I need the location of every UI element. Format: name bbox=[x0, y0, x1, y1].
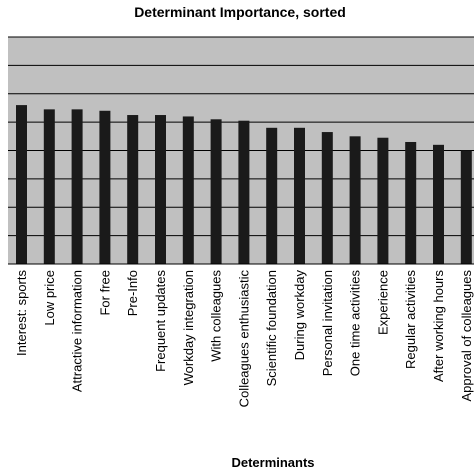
x-tick-label: Low price bbox=[42, 270, 57, 326]
bar bbox=[238, 120, 250, 264]
x-tick-label: Interest: sports bbox=[14, 270, 29, 356]
x-tick-label: Colleagues enthusiastic bbox=[236, 270, 251, 408]
bar bbox=[210, 119, 222, 264]
x-axis-label: Determinants bbox=[231, 455, 314, 470]
x-tick-label: One time activities bbox=[348, 270, 363, 377]
x-tick-label: Scientific foundation bbox=[264, 270, 279, 386]
x-tick-label: Pre-Info bbox=[125, 270, 140, 316]
x-tick-label: Workday integration bbox=[181, 270, 196, 385]
bar bbox=[266, 127, 278, 264]
bar bbox=[294, 127, 305, 264]
x-tick-label: For free bbox=[97, 270, 112, 316]
bar bbox=[349, 136, 361, 264]
x-tick-label: Personal invitation bbox=[320, 270, 335, 376]
x-tick-label: Experience bbox=[375, 270, 390, 335]
bar bbox=[433, 144, 444, 264]
bars bbox=[16, 105, 472, 265]
bar bbox=[99, 110, 111, 265]
bar bbox=[377, 137, 389, 264]
bar bbox=[460, 150, 472, 264]
x-tick-label: With colleagues bbox=[209, 270, 224, 362]
x-tick-label: Frequent updates bbox=[153, 270, 168, 372]
bar bbox=[182, 116, 194, 264]
chart-title: Determinant Importance, sorted bbox=[134, 4, 346, 20]
x-tick-label: Attractive information bbox=[70, 270, 85, 392]
x-tick-labels: Interest: sports Low price Attractive info… bbox=[14, 270, 474, 408]
bar bbox=[71, 109, 83, 264]
bar bbox=[43, 109, 55, 264]
bar bbox=[155, 115, 166, 264]
bar bbox=[127, 115, 139, 264]
x-tick-label: After working hours bbox=[431, 270, 446, 382]
x-tick-label: Regular activities bbox=[403, 270, 418, 369]
x-tick-label: During workday bbox=[292, 270, 307, 361]
bar bbox=[16, 105, 27, 264]
bar bbox=[321, 132, 333, 264]
bar bbox=[405, 141, 417, 264]
x-tick-label: Approval of colleagues bbox=[459, 270, 474, 402]
